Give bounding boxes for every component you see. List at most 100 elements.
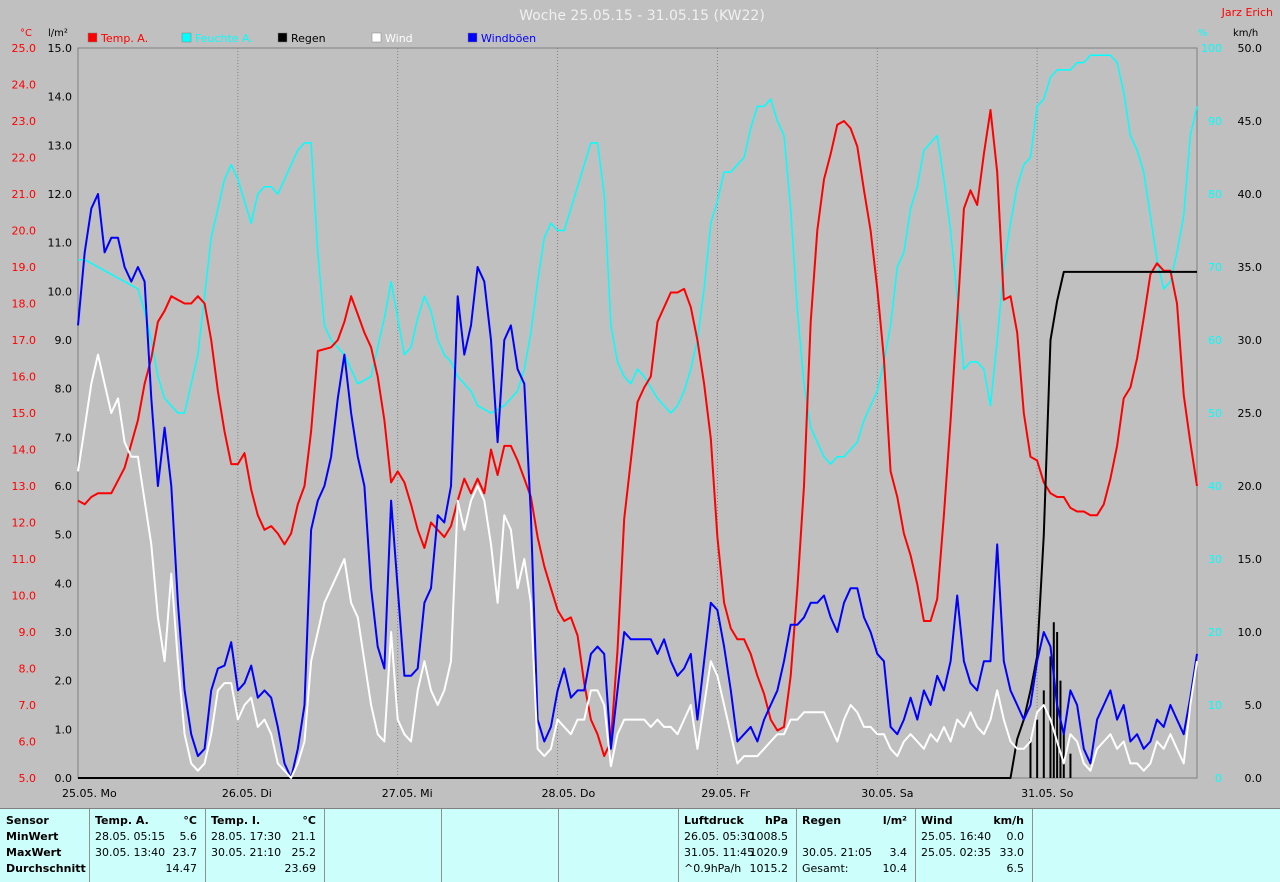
rain-unit-label: l/m² xyxy=(48,28,68,39)
temp-tick-label: 25.0 xyxy=(12,42,37,55)
pressure-min-row: 26.05. 05:30 1008.5 xyxy=(678,829,796,845)
wind-max-val: 33.0 xyxy=(999,846,1025,859)
stats-pressure-col: Luftdruck hPa 26.05. 05:30 1008.5 31.05. 1… xyxy=(678,809,797,882)
temp-a-avg: 14.47 xyxy=(165,862,198,875)
wind-avg: 6.5 xyxy=(1006,862,1025,875)
wind-unit-label: km/h xyxy=(1233,28,1258,39)
temp-tick-label: 23.0 xyxy=(12,115,37,128)
day-axis: 25.05. Mo 26.05. Di 27.05. Mi 28.05. Do 29.0… xyxy=(62,787,1074,800)
rain-tick-label: 15.0 xyxy=(48,42,73,55)
hum-unit-label: % xyxy=(1198,28,1208,39)
temp-tick-label: 24.0 xyxy=(12,79,37,92)
temp-tick-label: 22.0 xyxy=(12,152,37,165)
temp-unit-label: °C xyxy=(20,28,32,39)
temp-a-unit: °C xyxy=(183,814,197,827)
temp-i-min-val: 21.1 xyxy=(291,830,317,843)
min-label: MinWert xyxy=(6,830,59,843)
rain-total-label: Gesamt: xyxy=(802,862,849,875)
stats-avg-label-row: Durchschnitt xyxy=(0,861,89,877)
pressure-min-time: 26.05. 05:30 xyxy=(684,830,755,843)
day-tick-label: 25.05. Mo xyxy=(62,787,117,800)
humidity-tick-label: 30 xyxy=(1208,553,1222,566)
rain-max-time: 30.05. 21:05 xyxy=(802,846,873,859)
wind-avg-row: 6.5 xyxy=(915,861,1032,877)
pressure-max-row: 31.05. 11:45 1020.9 xyxy=(678,845,796,861)
stats-empty-col-4 xyxy=(1032,809,1279,882)
wind-min-val: 0.0 xyxy=(1006,830,1025,843)
pressure-max-val: 1020.9 xyxy=(749,846,789,859)
wind-min-time: 25.05. 16:40 xyxy=(921,830,992,843)
temp-tick-label: 10.0 xyxy=(12,590,37,603)
humidity-tick-label: 40 xyxy=(1208,480,1222,493)
pressure-header: Luftdruck hPa xyxy=(678,813,796,829)
day-tick-label: 26.05. Di xyxy=(222,787,272,800)
temp-a-max-time: 30.05. 13:40 xyxy=(95,846,166,859)
pressure-title: Luftdruck xyxy=(684,814,744,827)
pressure-trend-row: ^0.9hPa/h 1015.2 xyxy=(678,861,796,877)
humidity-tick-label: 80 xyxy=(1208,188,1222,201)
humidity-tick-label: 100 xyxy=(1201,42,1222,55)
rain-tick-label: 3.0 xyxy=(55,626,73,639)
pressure-trend-label: ^0.9hPa/h xyxy=(684,862,742,875)
day-tick-label: 29.05. Fr xyxy=(701,787,750,800)
rain-tick-label: 5.0 xyxy=(55,529,73,542)
legend-label: Wind xyxy=(385,32,413,45)
temp-tick-label: 16.0 xyxy=(12,371,37,384)
series-line-windb-en xyxy=(77,193,1198,779)
temp-a-avg-row: 14.47 xyxy=(89,861,205,877)
weather-chart-svg: Woche 25.05.15 - 31.05.15 (KW22) Jarz Er… xyxy=(12,6,1274,800)
wind-tick-label: 5.0 xyxy=(1245,699,1263,712)
legend-swatch xyxy=(87,32,98,43)
rain-title: Regen xyxy=(802,814,842,827)
wind-tick-label: 30.0 xyxy=(1238,334,1263,347)
humidity-tick-label: 60 xyxy=(1208,334,1222,347)
rain-tick-label: 6.0 xyxy=(55,480,73,493)
temp-a-min-val: 5.6 xyxy=(179,830,198,843)
temp-i-max-time: 30.05. 21:10 xyxy=(211,846,282,859)
rain-total-row: Gesamt: 10.4 xyxy=(796,861,915,877)
legend-swatch xyxy=(181,32,192,43)
rain-tick-label: 14.0 xyxy=(48,91,73,104)
max-label: MaxWert xyxy=(6,846,62,859)
wind-tick-label: 15.0 xyxy=(1238,553,1263,566)
rain-tick-label: 1.0 xyxy=(55,723,73,736)
pressure-trend-val: 1015.2 xyxy=(749,862,789,875)
day-tick-label: 27.05. Mi xyxy=(382,787,433,800)
humidity-tick-label: 70 xyxy=(1208,261,1222,274)
series-line-regen xyxy=(78,270,1197,779)
stats-temp-a-col: Temp. A. °C 28.05. 05:15 5.6 30.05. 13:40 2… xyxy=(89,809,206,882)
wind-tick-label: 40.0 xyxy=(1238,188,1263,201)
temp-i-min-time: 28.05. 17:30 xyxy=(211,830,282,843)
wind-max-time: 25.05. 02:35 xyxy=(921,846,992,859)
rain-tick-label: 4.0 xyxy=(55,577,73,590)
temp-tick-label: 21.0 xyxy=(12,188,37,201)
pressure-unit: hPa xyxy=(764,814,788,827)
temp-axis: 25.0 24.0 23.0 22.0 21.0 20.0 19.0 18.0 17.0 16.0… xyxy=(12,42,37,785)
pressure-min-val: 1008.5 xyxy=(749,830,789,843)
temp-i-max-row: 30.05. 21:10 25.2 xyxy=(205,845,324,861)
plot-area xyxy=(77,47,1198,779)
temp-tick-label: 12.0 xyxy=(12,517,37,530)
rain-tick-label: 10.0 xyxy=(48,285,73,298)
temp-a-header: Temp. A. °C xyxy=(89,813,205,829)
legend-label: Feuchte A. xyxy=(195,32,253,45)
rain-tick-label: 9.0 xyxy=(55,334,73,347)
stats-sensor-title: Sensor xyxy=(0,813,89,829)
avg-label: Durchschnitt xyxy=(6,862,86,875)
wind-axis: 50.0 45.0 40.0 35.0 30.0 25.0 20.0 15.0 10.0 5.0 0… xyxy=(1238,42,1263,785)
stats-panel: Sensor MinWert MaxWert Durchschnitt Temp… xyxy=(0,808,1280,882)
temp-i-avg-row: 23.69 xyxy=(205,861,324,877)
stats-temp-i-col: Temp. I. °C 28.05. 17:30 21.1 30.05. 21:10… xyxy=(205,809,325,882)
stats-sensor-col: Sensor MinWert MaxWert Durchschnitt xyxy=(0,809,90,882)
rain-tick-label: 8.0 xyxy=(55,383,73,396)
wind-tick-label: 10.0 xyxy=(1238,626,1263,639)
temp-tick-label: 11.0 xyxy=(12,553,37,566)
series-line-feuchte-a xyxy=(78,54,1198,465)
wind-unit: km/h xyxy=(993,814,1024,827)
legend-swatch xyxy=(467,32,478,43)
rain-max-val: 3.4 xyxy=(889,846,908,859)
rain-max-row: 30.05. 21:05 3.4 xyxy=(796,845,915,861)
stats-wind-col: Wind km/h 25.05. 16:40 0.0 25.05. 02:35 33.… xyxy=(915,809,1033,882)
rain-tick-label: 12.0 xyxy=(48,188,73,201)
legend-label: Windböen xyxy=(481,32,536,45)
